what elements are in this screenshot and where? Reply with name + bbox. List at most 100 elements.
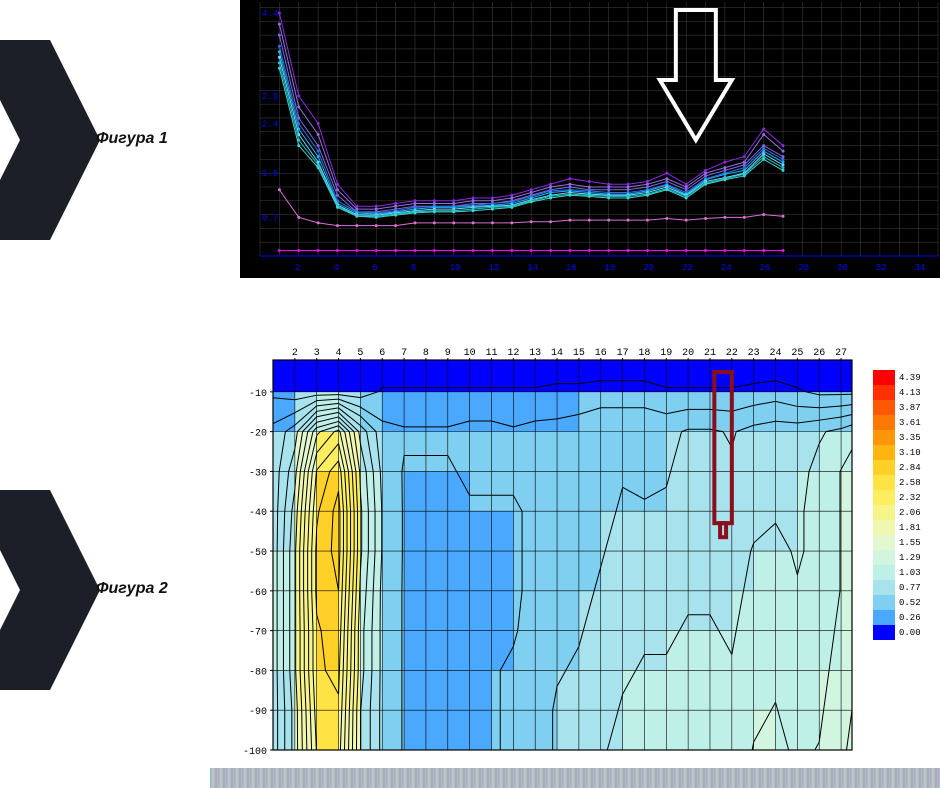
- colorbar-row: 2.84: [873, 460, 921, 475]
- svg-text:2.9: 2.9: [262, 92, 278, 102]
- figure-2-caption: Фигура 2: [96, 580, 168, 598]
- figure-2-contour-chart: 2345678910111213141516171819202122232425…: [233, 340, 940, 756]
- svg-text:12: 12: [507, 348, 519, 359]
- svg-text:15: 15: [573, 348, 585, 359]
- svg-text:22: 22: [726, 348, 738, 359]
- svg-text:24: 24: [721, 263, 732, 273]
- colorbar-row: 3.10: [873, 445, 921, 460]
- colorbar-value: 0.26: [899, 613, 921, 623]
- colorbar-row: 3.35: [873, 430, 921, 445]
- colorbar-swatch: [873, 475, 895, 490]
- colorbar-value: 1.29: [899, 553, 921, 563]
- colorbar-value: 4.39: [899, 373, 921, 383]
- svg-text:3: 3: [314, 348, 320, 359]
- colorbar-row: 0.00: [873, 625, 921, 640]
- svg-text:0.7: 0.7: [262, 213, 278, 223]
- colorbar-value: 3.10: [899, 448, 921, 458]
- svg-text:11: 11: [485, 348, 497, 359]
- colorbar-value: 3.61: [899, 418, 921, 428]
- svg-text:20: 20: [682, 348, 694, 359]
- svg-text:-40: -40: [249, 508, 267, 519]
- svg-text:16: 16: [595, 348, 607, 359]
- colorbar-value: 1.81: [899, 523, 921, 533]
- svg-text:-10: -10: [249, 389, 267, 400]
- colorbar-swatch: [873, 385, 895, 400]
- colorbar-value: 3.35: [899, 433, 921, 443]
- colorbar-swatch: [873, 430, 895, 445]
- colorbar-row: 0.26: [873, 610, 921, 625]
- svg-text:16: 16: [566, 263, 577, 273]
- figure-1-line-chart: 0.71.52.42.94.42468101214161820222426283…: [240, 0, 940, 278]
- svg-text:5: 5: [357, 348, 363, 359]
- svg-text:26: 26: [813, 348, 825, 359]
- colorbar-swatch: [873, 370, 895, 385]
- svg-text:21: 21: [704, 348, 716, 359]
- svg-text:25: 25: [791, 348, 803, 359]
- colorbar-swatch: [873, 610, 895, 625]
- colorbar-swatch: [873, 595, 895, 610]
- svg-text:-70: -70: [249, 628, 267, 639]
- colorbar-row: 3.61: [873, 415, 921, 430]
- colorbar-value: 2.84: [899, 463, 921, 473]
- colorbar-row: 2.06: [873, 505, 921, 520]
- figure-1-caption: Фигура 1: [96, 130, 168, 148]
- svg-text:32: 32: [876, 263, 887, 273]
- colorbar-row: 2.32: [873, 490, 921, 505]
- colorbar-row: 4.13: [873, 385, 921, 400]
- colorbar-value: 4.13: [899, 388, 921, 398]
- svg-text:1.5: 1.5: [262, 169, 278, 179]
- bottom-decorative-strip: [210, 768, 940, 788]
- colorbar-row: 1.29: [873, 550, 921, 565]
- svg-text:-30: -30: [249, 468, 267, 479]
- chevron-decoration-1: [0, 40, 100, 240]
- svg-text:4: 4: [336, 348, 342, 359]
- colorbar-swatch: [873, 415, 895, 430]
- svg-text:12: 12: [488, 263, 499, 273]
- colorbar-row: 1.03: [873, 565, 921, 580]
- svg-text:19: 19: [660, 348, 672, 359]
- colorbar-row: 0.52: [873, 595, 921, 610]
- svg-text:2: 2: [295, 263, 300, 273]
- svg-text:-20: -20: [249, 429, 267, 440]
- svg-text:-100: -100: [243, 747, 267, 756]
- svg-text:4.4: 4.4: [262, 9, 278, 19]
- svg-text:-80: -80: [249, 667, 267, 678]
- svg-text:8: 8: [411, 263, 416, 273]
- colorbar-row: 4.39: [873, 370, 921, 385]
- colorbar-swatch: [873, 490, 895, 505]
- colorbar-value: 2.06: [899, 508, 921, 518]
- svg-text:27: 27: [835, 348, 847, 359]
- svg-text:13: 13: [529, 348, 541, 359]
- colorbar-value: 1.03: [899, 568, 921, 578]
- svg-text:-60: -60: [249, 588, 267, 599]
- svg-text:4: 4: [333, 263, 338, 273]
- colorbar-value: 3.87: [899, 403, 921, 413]
- colorbar-swatch: [873, 520, 895, 535]
- colorbar-swatch: [873, 460, 895, 475]
- svg-text:2: 2: [292, 348, 298, 359]
- svg-text:23: 23: [748, 348, 760, 359]
- colorbar-swatch: [873, 400, 895, 415]
- colorbar-swatch: [873, 580, 895, 595]
- chevron-decoration-2: [0, 490, 100, 690]
- colorbar-row: 1.55: [873, 535, 921, 550]
- colorbar-value: 0.77: [899, 583, 921, 593]
- svg-text:30: 30: [837, 263, 848, 273]
- svg-text:10: 10: [464, 348, 476, 359]
- svg-text:18: 18: [638, 348, 650, 359]
- svg-text:20: 20: [643, 263, 654, 273]
- colorbar-row: 3.87: [873, 400, 921, 415]
- colorbar-value: 1.55: [899, 538, 921, 548]
- svg-text:2.4: 2.4: [262, 119, 278, 129]
- colorbar-value: 2.32: [899, 493, 921, 503]
- colorbar-value: 0.52: [899, 598, 921, 608]
- colorbar-swatch: [873, 535, 895, 550]
- svg-text:18: 18: [605, 263, 616, 273]
- svg-text:26: 26: [760, 263, 771, 273]
- svg-text:28: 28: [798, 263, 809, 273]
- svg-text:-90: -90: [249, 707, 267, 718]
- svg-text:-50: -50: [249, 548, 267, 559]
- colorbar-value: 2.58: [899, 478, 921, 488]
- svg-text:6: 6: [372, 263, 377, 273]
- colorbar-swatch: [873, 565, 895, 580]
